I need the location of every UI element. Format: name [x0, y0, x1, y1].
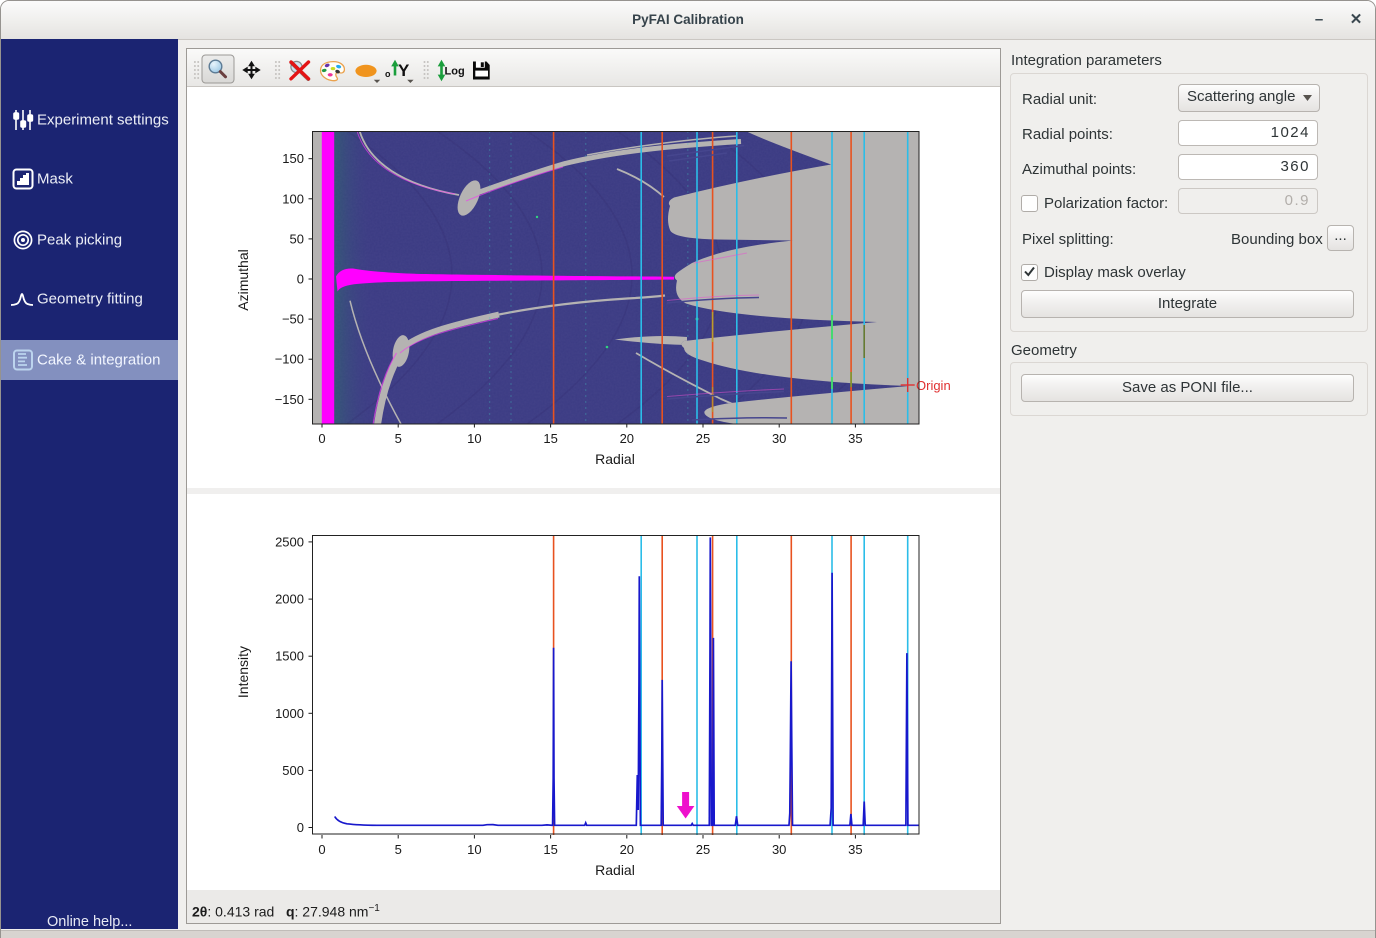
svg-text:0: 0 [297, 272, 304, 287]
svg-text:Radial: Radial [595, 862, 635, 878]
svg-text:10: 10 [467, 431, 481, 446]
svg-text:o: o [385, 69, 391, 79]
svg-text:Azimuthal: Azimuthal [235, 249, 251, 310]
svg-text:20: 20 [620, 842, 634, 857]
svg-text:2000: 2000 [275, 592, 304, 607]
svg-text:500: 500 [282, 763, 304, 778]
svg-text:−150: −150 [275, 392, 304, 407]
svg-text:Origin: Origin [916, 378, 951, 393]
svg-text:35: 35 [848, 842, 862, 857]
svg-text:−50: −50 [282, 312, 304, 327]
svg-text:10: 10 [467, 842, 481, 857]
svg-text:25: 25 [696, 431, 710, 446]
svg-text:15: 15 [543, 431, 557, 446]
svg-text:Log: Log [445, 66, 465, 78]
svg-text:Radial: Radial [595, 451, 635, 467]
svg-text:50: 50 [290, 231, 304, 246]
svg-text:1000: 1000 [275, 706, 304, 721]
svg-text:20: 20 [620, 431, 634, 446]
svg-text:35: 35 [848, 431, 862, 446]
svg-text:Y: Y [398, 61, 410, 80]
svg-text:1500: 1500 [275, 649, 304, 664]
svg-text:0: 0 [297, 820, 304, 835]
svg-text:0: 0 [318, 842, 325, 857]
svg-text:15: 15 [543, 842, 557, 857]
svg-text:150: 150 [282, 151, 304, 166]
svg-text:0: 0 [318, 431, 325, 446]
svg-text:5: 5 [395, 842, 402, 857]
svg-text:−100: −100 [275, 352, 304, 367]
svg-text:30: 30 [772, 842, 786, 857]
svg-text:5: 5 [395, 431, 402, 446]
svg-text:2500: 2500 [275, 534, 304, 549]
svg-text:Intensity: Intensity [235, 646, 251, 698]
svg-text:100: 100 [282, 191, 304, 206]
svg-text:30: 30 [772, 431, 786, 446]
svg-text:25: 25 [696, 842, 710, 857]
